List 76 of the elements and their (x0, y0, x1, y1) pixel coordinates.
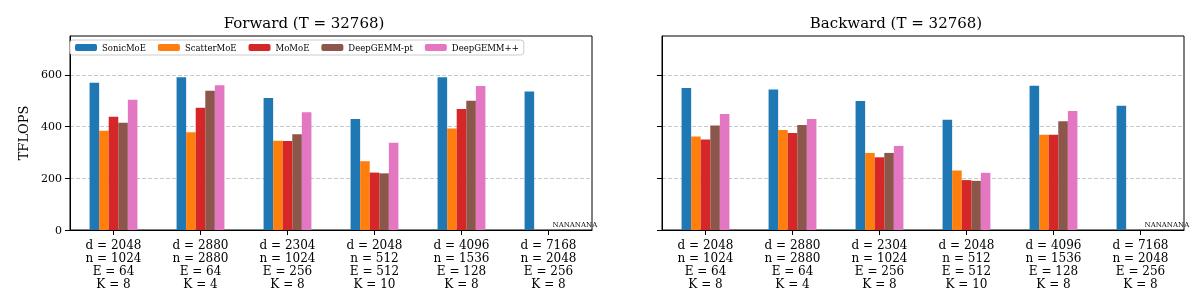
bar (806, 119, 817, 230)
y-tick-label: 400 (41, 120, 62, 134)
bar (797, 124, 807, 230)
bar (350, 119, 361, 230)
bar (99, 130, 109, 230)
bar (952, 170, 962, 230)
bar (1029, 85, 1040, 230)
bar (205, 90, 215, 230)
bar (263, 98, 274, 230)
bar (971, 180, 981, 230)
bar (700, 139, 711, 230)
bar (195, 107, 206, 230)
chart-title: Backward (T = 32768) (809, 13, 983, 32)
y-tick-label: 200 (41, 171, 62, 185)
bar (447, 128, 457, 230)
bar (301, 112, 312, 230)
bar (186, 132, 196, 230)
bar (89, 82, 100, 230)
bar (961, 180, 972, 230)
bar (787, 133, 798, 230)
x-tick-label: d = 2880 n = 2880 E = 64 K = 4 (172, 237, 229, 291)
bar (1058, 121, 1068, 230)
legend-label: DeepGEMM++ (451, 42, 519, 53)
bar (127, 99, 138, 230)
bar (691, 136, 701, 230)
bar (466, 100, 476, 230)
x-tick-label: d = 2048 n = 512 E = 512 K = 10 (938, 237, 995, 291)
bar (524, 91, 535, 230)
bar (1048, 134, 1059, 230)
x-tick-label: d = 2048 n = 512 E = 512 K = 10 (346, 237, 403, 291)
bar (214, 85, 225, 230)
bar (884, 152, 894, 230)
x-tick-label: d = 4096 n = 1536 E = 128 K = 8 (433, 237, 490, 291)
bar (369, 172, 380, 230)
bar (292, 134, 302, 230)
bar (980, 172, 991, 230)
bar (942, 119, 953, 230)
bar (475, 85, 486, 230)
bar (437, 77, 448, 230)
chart-title: Forward (T = 32768) (223, 13, 385, 32)
bar (176, 77, 187, 230)
bar (768, 89, 779, 230)
x-tick-label: d = 4096 n = 1536 E = 128 K = 8 (1025, 237, 1082, 291)
bar (681, 87, 692, 230)
x-tick-label: d = 2048 n = 1024 E = 64 K = 8 (677, 237, 734, 291)
x-tick-label: d = 2048 n = 1024 E = 64 K = 8 (85, 237, 142, 291)
bar (874, 157, 885, 230)
bar (379, 173, 389, 230)
bar (719, 114, 730, 230)
bar (360, 161, 370, 230)
bar (388, 142, 399, 230)
bar (710, 125, 720, 230)
y-tick-label: 0 (55, 223, 62, 237)
y-tick-label: 600 (41, 68, 62, 82)
bar (456, 108, 467, 230)
legend-label: DeepGEMM-pt (348, 42, 414, 53)
x-tick-label: d = 2880 n = 2880 E = 64 K = 4 (764, 237, 821, 291)
bar (118, 122, 128, 230)
y-axis-title: TFLOPS (16, 105, 32, 161)
legend-label: SonicMoE (102, 42, 146, 53)
x-tick-label: d = 7168 n = 2048 E = 256 K = 8 (520, 237, 577, 291)
bar (1039, 134, 1049, 230)
bar (282, 141, 293, 230)
legend-label: ScatterMoE (184, 42, 237, 53)
bar (865, 152, 875, 230)
bar (1116, 105, 1127, 230)
bar (108, 116, 119, 230)
x-tick-label: d = 2304 n = 1024 E = 256 K = 8 (851, 237, 908, 291)
legend-label: MoMoE (275, 42, 310, 53)
bar (273, 140, 283, 230)
bar (893, 145, 904, 230)
x-tick-label: d = 7168 n = 2048 E = 256 K = 8 (1112, 237, 1169, 291)
bar (778, 129, 788, 230)
bar (855, 100, 866, 230)
x-tick-label: d = 2304 n = 1024 E = 256 K = 8 (259, 237, 316, 291)
bar (1067, 111, 1078, 230)
